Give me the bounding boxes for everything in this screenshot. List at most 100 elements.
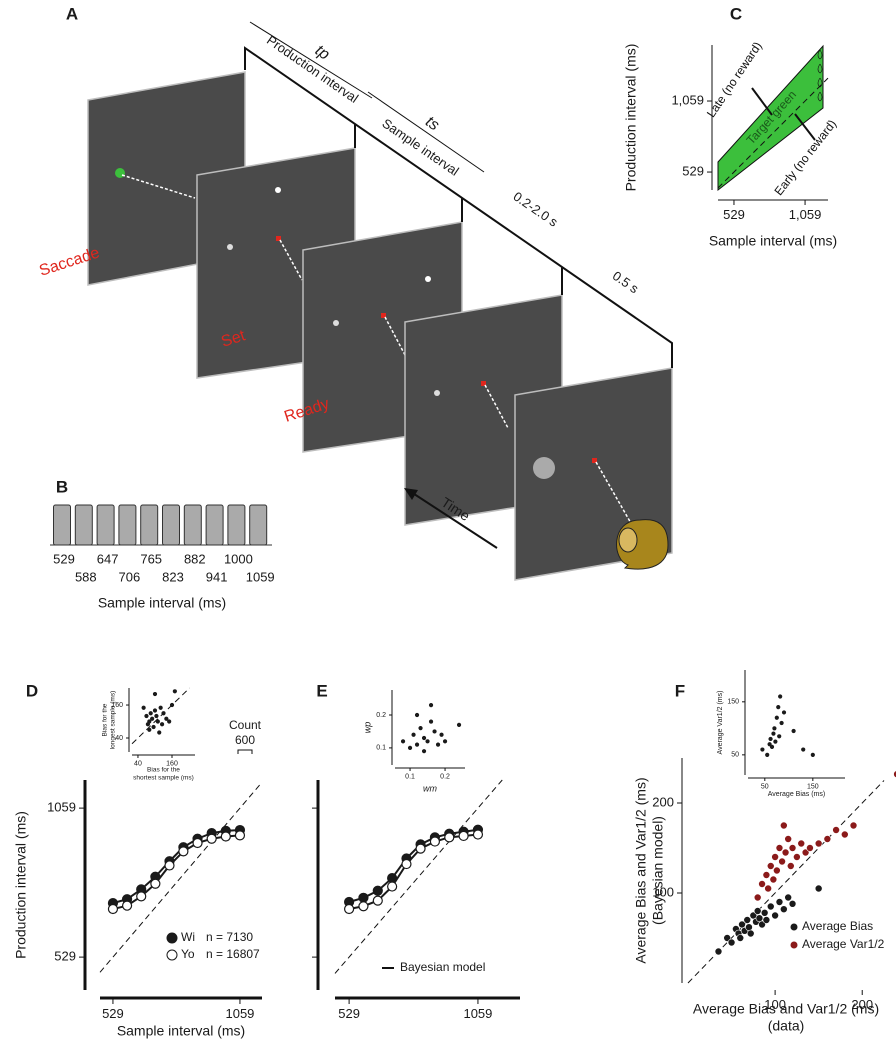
interval-bar (53, 504, 71, 546)
data-point (780, 905, 788, 914)
x-tick-label: 160 (166, 760, 178, 767)
legend-marker (790, 941, 798, 949)
data-point (444, 832, 455, 843)
y-tick-label: 529 (54, 949, 76, 964)
data-point (161, 711, 166, 716)
model-line (112, 829, 241, 905)
data-point (157, 730, 162, 735)
gaze (595, 461, 633, 526)
y-axis-label: (Bayesian model) (650, 816, 666, 925)
interval-bar (205, 504, 224, 546)
data-point (781, 710, 787, 715)
data-point (755, 914, 764, 923)
legend-label: Average Bias (802, 919, 873, 933)
data-point (432, 729, 437, 734)
data-point (358, 892, 369, 903)
model-line (348, 833, 479, 911)
data-point (151, 724, 156, 730)
count-scale: 600 (235, 733, 255, 747)
x-axis-label: Average Bias and Var1/2 (ms) (693, 1001, 879, 1017)
data-point (401, 858, 412, 870)
data-point (192, 837, 203, 849)
data-point (121, 900, 133, 911)
legend-label: Wi (181, 930, 195, 944)
x-tick-label: 0.1 (405, 773, 415, 780)
data-point (788, 899, 797, 908)
data-point (810, 752, 815, 757)
gaze (279, 239, 303, 281)
panel-label: B (56, 477, 68, 496)
y-tick-label: 150 (727, 699, 739, 706)
interval-label: 529 (53, 551, 75, 566)
data-point (400, 739, 406, 744)
y-tick-label: 529 (682, 163, 704, 178)
data-point (411, 732, 416, 737)
y-axis-label: wp (362, 722, 372, 734)
x-tick-label: 0.2 (440, 773, 450, 780)
data-point (849, 821, 858, 830)
timeline-label: tp (312, 42, 333, 64)
x-tick-label: 200 (851, 997, 873, 1012)
x-tick-label: 529 (723, 207, 745, 222)
data-point (206, 833, 217, 844)
data-point (136, 891, 147, 902)
y-tick-label: 1059 (47, 800, 76, 815)
data-point (429, 836, 441, 847)
flash (275, 187, 281, 193)
x-tick-label: 1059 (225, 1006, 254, 1021)
data-point (823, 835, 832, 843)
chart: 529 1059 529 1059 Sample interval (ms) Produc… (13, 718, 263, 1039)
data-point (150, 716, 155, 721)
interval-label: 882 (184, 551, 206, 566)
x-axis-label: Sample interval (ms) (98, 595, 226, 611)
interval-label: 588 (75, 569, 97, 584)
saccade-target (533, 457, 555, 479)
x-tick-label: 529 (102, 1006, 124, 1021)
legend-marker (166, 949, 178, 961)
data-point (234, 830, 246, 841)
data-point (773, 866, 781, 875)
data-point (343, 903, 355, 915)
data-point (893, 770, 896, 778)
data-point (753, 893, 762, 902)
y-axis-label: Average Bias and Var1/2 (ms) (633, 777, 649, 963)
x-tick-label: 529 (338, 1006, 360, 1021)
interval-bar (96, 504, 115, 546)
y-tick-label: 0.2 (376, 712, 386, 719)
data-point (458, 830, 469, 842)
data-point (372, 895, 383, 906)
panel-label: E (316, 681, 327, 700)
data-point (172, 689, 177, 694)
data-point (152, 708, 158, 713)
y-tick-label: 160 (111, 702, 123, 709)
data-point (760, 747, 765, 752)
timeline-label: 0.5 s (610, 268, 642, 297)
data-point (778, 694, 783, 699)
x-axis-label: wm (423, 783, 437, 793)
data-point (760, 908, 769, 917)
data-point (797, 839, 806, 848)
data-point (169, 702, 175, 708)
panel-c-shapes (717, 44, 824, 192)
x-axis-label: Sample interval (ms) (117, 1023, 245, 1039)
data-point (178, 846, 189, 857)
interval-label: 823 (162, 569, 184, 584)
x-axis-label: shortest sample (ms) (133, 775, 194, 782)
data-point (814, 839, 823, 848)
interval-bar (162, 504, 180, 546)
data-point (746, 929, 755, 938)
x-tick-label: 50 (761, 783, 769, 790)
y-tick-label: 100 (652, 884, 674, 899)
data-point (147, 719, 152, 724)
data-point (788, 844, 797, 852)
data-point (414, 742, 420, 747)
target (333, 320, 339, 326)
data-point (743, 916, 752, 924)
legend-marker (166, 932, 178, 944)
data-point (758, 880, 766, 888)
data-point (414, 712, 420, 718)
timeline (244, 21, 673, 549)
data-point (164, 860, 175, 871)
